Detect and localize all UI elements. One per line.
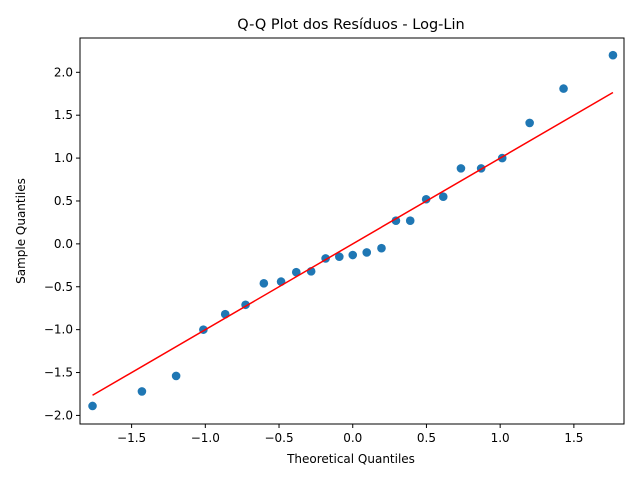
y-tick-label: 0.5 — [54, 194, 73, 208]
data-point-24 — [608, 50, 618, 60]
y-tick-label: −2.0 — [44, 408, 73, 422]
y-tick-label: 2.0 — [54, 65, 73, 79]
x-tick-label: 0.0 — [343, 431, 362, 445]
y-tick-label: −1.5 — [44, 366, 73, 380]
data-point-13 — [362, 248, 372, 257]
data-point-15 — [391, 216, 401, 226]
data-point-12 — [348, 250, 358, 260]
data-point-14 — [377, 243, 386, 253]
data-point-6 — [259, 279, 269, 288]
x-tick-label: −1.5 — [117, 431, 146, 445]
data-point-1 — [137, 387, 147, 396]
chart-title: Q-Q Plot dos Resíduos - Log-Lin — [237, 17, 464, 33]
y-tick-label: −1.0 — [44, 323, 73, 337]
x-tick-label: 0.5 — [417, 431, 436, 445]
reference-line — [92, 91, 614, 396]
y-tick-label: 1.0 — [54, 151, 73, 165]
data-point-23 — [559, 84, 568, 93]
y-tick-label: 0.0 — [54, 237, 73, 251]
data-point-16 — [405, 216, 415, 226]
data-point-18 — [438, 192, 448, 201]
y-axis-label: Sample Quantiles — [14, 178, 28, 284]
x-tick-label: 1.0 — [491, 431, 510, 445]
data-point-0 — [88, 401, 97, 411]
data-point-8 — [291, 267, 301, 277]
y-tick-label: 1.5 — [54, 108, 73, 122]
x-tick-label: −1.0 — [191, 431, 220, 445]
data-point-17 — [421, 194, 431, 204]
x-tick-label: 1.5 — [564, 431, 583, 445]
data-point-11 — [335, 252, 344, 262]
data-point-19 — [456, 164, 466, 173]
plot-frame — [79, 37, 625, 425]
x-axis-label: Theoretical Quantiles — [286, 452, 415, 466]
y-tick-label: −0.5 — [44, 280, 73, 294]
x-tick-label: −0.5 — [264, 431, 293, 445]
data-point-22 — [525, 118, 534, 128]
data-point-2 — [171, 371, 181, 381]
